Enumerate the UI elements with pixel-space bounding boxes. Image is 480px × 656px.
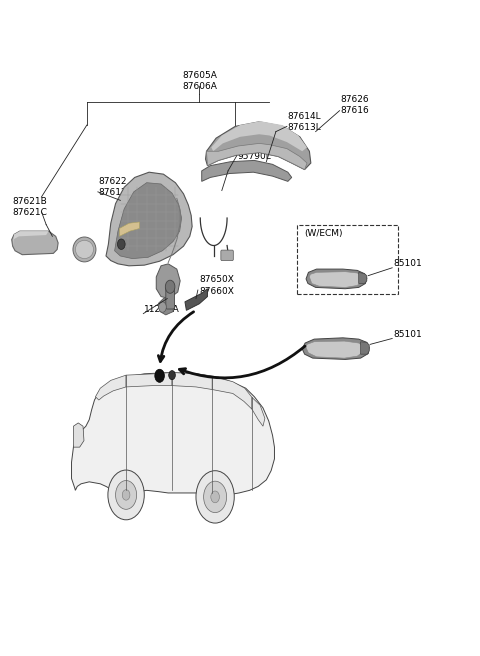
- Ellipse shape: [75, 240, 94, 258]
- Polygon shape: [206, 144, 307, 170]
- Polygon shape: [212, 377, 252, 409]
- Polygon shape: [126, 373, 172, 387]
- Circle shape: [168, 371, 175, 380]
- Polygon shape: [359, 272, 367, 283]
- Polygon shape: [115, 182, 181, 258]
- Circle shape: [165, 280, 175, 293]
- Text: 87605A
87606A: 87605A 87606A: [182, 70, 217, 91]
- Polygon shape: [306, 341, 363, 358]
- Bar: [298, 225, 398, 294]
- Circle shape: [204, 482, 227, 512]
- Text: 87626
87616: 87626 87616: [340, 95, 369, 115]
- Circle shape: [196, 471, 234, 523]
- Text: 87622
87612: 87622 87612: [99, 177, 127, 197]
- Text: 87650X
87660X: 87650X 87660X: [199, 276, 234, 295]
- Polygon shape: [172, 373, 212, 390]
- Text: 85101: 85101: [393, 259, 422, 268]
- Polygon shape: [306, 269, 367, 289]
- Text: 1125DA: 1125DA: [144, 305, 180, 314]
- Polygon shape: [96, 375, 126, 400]
- Polygon shape: [302, 338, 369, 359]
- Polygon shape: [360, 342, 369, 354]
- Polygon shape: [252, 398, 265, 426]
- Circle shape: [155, 369, 164, 382]
- Circle shape: [116, 481, 137, 509]
- Circle shape: [122, 489, 130, 500]
- Text: 85101: 85101: [393, 330, 422, 339]
- Ellipse shape: [73, 237, 96, 262]
- Text: (W/ECM): (W/ECM): [305, 228, 343, 237]
- Polygon shape: [205, 122, 311, 170]
- Circle shape: [211, 491, 219, 502]
- Circle shape: [108, 470, 144, 520]
- Polygon shape: [12, 231, 48, 246]
- Polygon shape: [185, 289, 207, 310]
- Polygon shape: [120, 222, 140, 236]
- Polygon shape: [12, 231, 58, 255]
- FancyBboxPatch shape: [166, 287, 174, 309]
- Text: 87614L
87613L: 87614L 87613L: [288, 112, 322, 132]
- Circle shape: [118, 239, 125, 249]
- Text: 87621B
87621C: 87621B 87621C: [12, 197, 48, 217]
- Polygon shape: [106, 173, 192, 266]
- Polygon shape: [310, 272, 362, 287]
- Polygon shape: [156, 264, 180, 298]
- FancyBboxPatch shape: [221, 250, 233, 260]
- Circle shape: [158, 302, 166, 312]
- Polygon shape: [211, 121, 307, 152]
- Polygon shape: [202, 161, 292, 181]
- Polygon shape: [72, 373, 275, 497]
- Polygon shape: [73, 423, 84, 447]
- Polygon shape: [158, 297, 174, 315]
- Text: 95790R
95790L: 95790R 95790L: [238, 141, 273, 161]
